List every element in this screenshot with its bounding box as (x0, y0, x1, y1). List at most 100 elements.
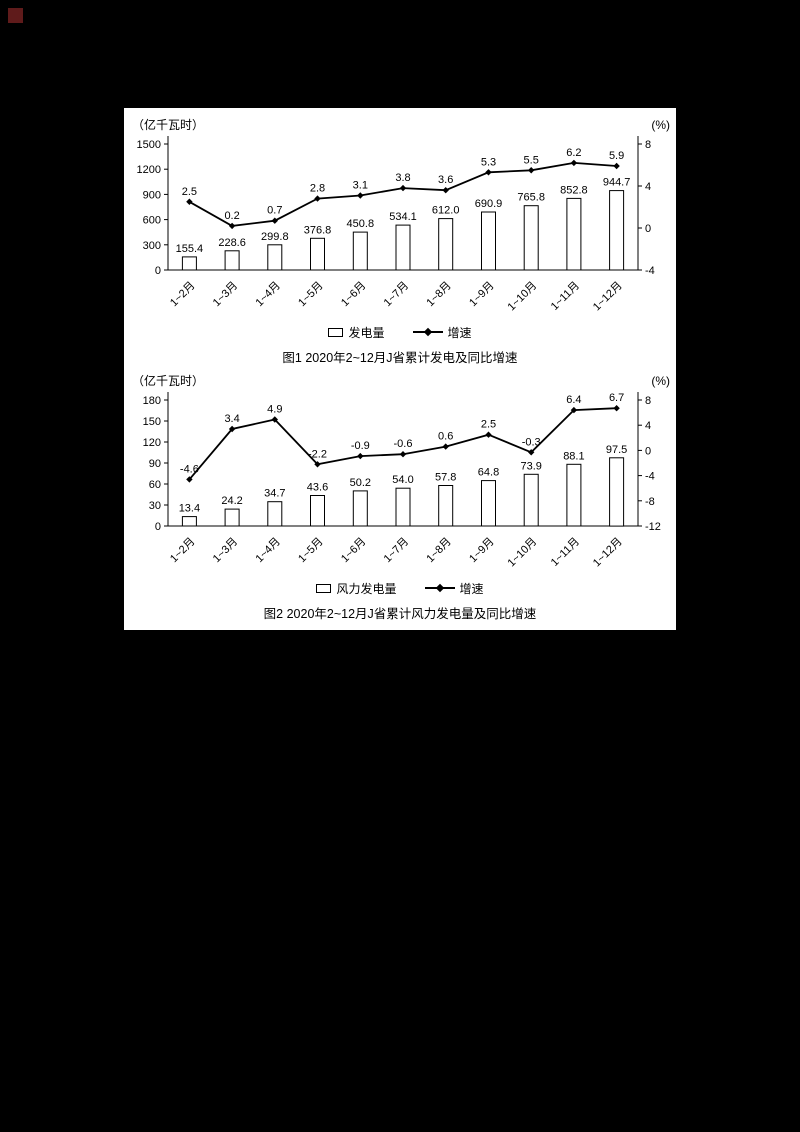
chart-1-axis-units: （亿千瓦时） (%) (124, 112, 676, 132)
svg-text:1~8月: 1~8月 (424, 536, 453, 565)
svg-text:0: 0 (645, 223, 651, 235)
svg-text:1500: 1500 (137, 139, 161, 151)
svg-text:299.8: 299.8 (261, 231, 289, 243)
svg-text:2.8: 2.8 (310, 183, 325, 195)
svg-text:8: 8 (645, 395, 651, 407)
chart-1-legend: 发电量 增速 (124, 324, 676, 340)
bar-series-swatch-icon (328, 327, 344, 337)
svg-text:690.9: 690.9 (475, 198, 503, 210)
svg-text:-4: -4 (645, 471, 655, 483)
bar-series-swatch-icon (316, 583, 332, 593)
svg-text:0: 0 (155, 521, 161, 533)
svg-text:300: 300 (143, 240, 161, 252)
svg-text:120: 120 (143, 437, 161, 449)
svg-text:4.9: 4.9 (267, 404, 282, 416)
svg-text:5.3: 5.3 (481, 156, 496, 168)
svg-text:1~5月: 1~5月 (296, 280, 325, 309)
svg-text:3.8: 3.8 (395, 172, 410, 184)
svg-text:1~3月: 1~3月 (211, 536, 240, 565)
svg-text:228.6: 228.6 (218, 237, 246, 249)
svg-text:5.5: 5.5 (524, 154, 539, 166)
svg-text:6.7: 6.7 (609, 392, 624, 404)
svg-text:1~6月: 1~6月 (339, 280, 368, 309)
svg-text:73.9: 73.9 (520, 460, 541, 472)
svg-text:97.5: 97.5 (606, 444, 627, 456)
svg-text:1200: 1200 (137, 164, 161, 176)
svg-text:852.8: 852.8 (560, 184, 588, 196)
svg-text:1~4月: 1~4月 (253, 536, 282, 565)
svg-text:1~10月: 1~10月 (506, 536, 540, 570)
svg-text:1~11月: 1~11月 (549, 280, 582, 313)
chart-1-line-series-label: 增速 (447, 325, 472, 340)
svg-text:600: 600 (143, 215, 161, 227)
svg-text:90: 90 (149, 458, 161, 470)
chart-1-plot: 0 300 600 900 1200 1500 -4 0 4 8 155.4 228.6 299.8 37… (137, 136, 655, 314)
svg-text:64.8: 64.8 (478, 467, 499, 479)
svg-text:4: 4 (645, 181, 651, 193)
svg-text:0.6: 0.6 (438, 431, 453, 443)
svg-text:1~8月: 1~8月 (424, 280, 453, 309)
svg-text:3.4: 3.4 (224, 413, 239, 425)
svg-text:3.6: 3.6 (438, 174, 453, 186)
svg-text:60: 60 (149, 479, 161, 491)
svg-text:43.6: 43.6 (307, 482, 328, 494)
chart-2: （亿千瓦时） (%) 0 30 60 90 120 150 180 -12 -8 -4 0 4 8 13.… (124, 368, 676, 622)
svg-text:155.4: 155.4 (176, 243, 204, 255)
svg-text:0.2: 0.2 (224, 210, 239, 222)
svg-text:-8: -8 (645, 496, 655, 508)
svg-text:1~7月: 1~7月 (382, 536, 411, 565)
svg-text:612.0: 612.0 (432, 205, 460, 217)
diamond-marker-icon (435, 583, 444, 593)
svg-text:57.8: 57.8 (435, 472, 456, 484)
chart-2-line-series-label: 增速 (459, 581, 484, 596)
svg-text:534.1: 534.1 (389, 211, 417, 223)
corner-decoration (8, 8, 23, 23)
svg-text:376.8: 376.8 (304, 224, 332, 236)
svg-text:1~12月: 1~12月 (591, 536, 625, 570)
svg-text:1~7月: 1~7月 (382, 280, 411, 309)
chart-2-bar-series-label: 风力发电量 (336, 581, 397, 596)
svg-text:5.9: 5.9 (609, 150, 624, 162)
svg-text:0: 0 (155, 265, 161, 277)
svg-text:-0.6: -0.6 (394, 438, 413, 450)
svg-text:-2.2: -2.2 (308, 448, 327, 460)
svg-text:8: 8 (645, 139, 651, 151)
svg-text:180: 180 (143, 395, 161, 407)
svg-text:450.8: 450.8 (347, 218, 375, 230)
svg-text:900: 900 (143, 189, 161, 201)
chart-2-legend: 风力发电量 增速 (124, 580, 676, 596)
svg-text:1~3月: 1~3月 (211, 280, 240, 309)
line-series-swatch-icon (424, 583, 455, 593)
svg-text:6.4: 6.4 (566, 394, 581, 406)
svg-text:3.1: 3.1 (353, 180, 368, 192)
svg-text:1~9月: 1~9月 (467, 280, 496, 309)
svg-text:2.5: 2.5 (481, 419, 496, 431)
svg-text:1~4月: 1~4月 (253, 280, 282, 309)
svg-text:-12: -12 (645, 521, 661, 533)
svg-text:13.4: 13.4 (179, 503, 200, 515)
svg-text:-0.9: -0.9 (351, 440, 370, 452)
chart-2-caption: 图2 2020年2~12月J省累计风力发电量及同比增速 (263, 607, 537, 621)
svg-text:1~9月: 1~9月 (467, 536, 496, 565)
chart-1-bar-series-label: 发电量 (348, 325, 385, 340)
svg-text:1~11月: 1~11月 (549, 536, 582, 569)
svg-text:1~12月: 1~12月 (591, 280, 625, 314)
chart-2-axis-units: （亿千瓦时） (%) (124, 368, 676, 388)
chart-2-right-axis-unit-label: (%) (651, 374, 670, 388)
svg-text:0: 0 (645, 445, 651, 457)
svg-text:1~2月: 1~2月 (168, 280, 197, 309)
charts-panel: （亿千瓦时） (%) 0 300 600 900 1200 1500 -4 0 4 8 155.4 2… (124, 108, 676, 630)
chart-1-right-axis-unit-label: (%) (651, 118, 670, 132)
svg-text:0.7: 0.7 (267, 205, 282, 217)
svg-text:54.0: 54.0 (392, 474, 413, 486)
svg-text:1~5月: 1~5月 (296, 536, 325, 565)
chart-1-legend-item-bar: 发电量 (328, 324, 385, 341)
svg-text:1~6月: 1~6月 (339, 536, 368, 565)
svg-text:944.7: 944.7 (603, 177, 631, 189)
chart-2-legend-item-bar: 风力发电量 (316, 580, 397, 597)
svg-text:1~10月: 1~10月 (506, 280, 540, 314)
chart-1: （亿千瓦时） (%) 0 300 600 900 1200 1500 -4 0 4 8 155.4 2… (124, 112, 676, 366)
chart-2-left-axis-unit-label: （亿千瓦时） (132, 374, 205, 388)
svg-text:1~2月: 1~2月 (168, 536, 197, 565)
